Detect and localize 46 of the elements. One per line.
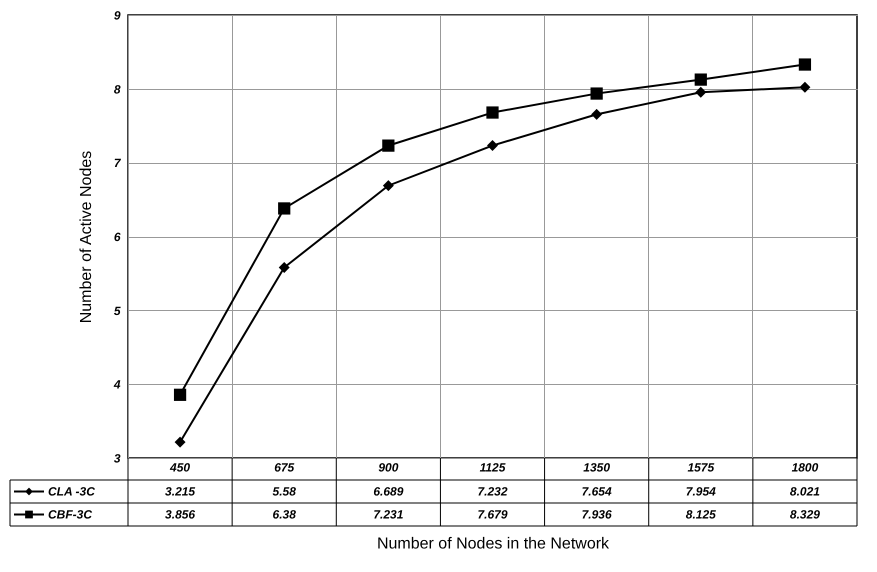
point (174, 436, 186, 448)
x-tick-label: 450 (169, 460, 190, 474)
point (799, 82, 810, 93)
point (591, 108, 602, 120)
x-tick-label: 675 (274, 460, 295, 474)
y-tick-label: 7 (114, 156, 122, 170)
point (174, 388, 186, 401)
x-axis-title: Number of Nodes in the Network (376, 536, 610, 552)
data-label: 8.125 (686, 508, 716, 522)
x-tick-label: 1575 (687, 460, 714, 474)
point (278, 262, 290, 273)
x-tick-label: 1125 (480, 460, 506, 474)
y-tick-label: 9 (114, 8, 121, 22)
legend-label: CBF-3C (48, 508, 92, 522)
y-tick-label: 4 (112, 378, 121, 392)
data-label: 3.215 (165, 484, 196, 498)
x-tick-label: 1350 (583, 460, 610, 474)
y-tick-label: 8 (114, 82, 121, 96)
data-label: 6.38 (272, 508, 296, 522)
y-axis-title: Number of Active Nodes (78, 150, 95, 324)
point (590, 87, 603, 100)
point (486, 106, 499, 119)
point (695, 86, 706, 98)
data-label: 7.954 (686, 484, 716, 498)
point (382, 180, 394, 192)
data-label: 7.232 (477, 484, 508, 498)
point (694, 73, 707, 86)
y-tick-label: 6 (114, 230, 121, 244)
data-label: 3.856 (165, 508, 196, 522)
point (382, 139, 394, 152)
x-tick-label: 1800 (792, 460, 819, 474)
data-label: 7.936 (582, 508, 612, 522)
y-tick-label: 5 (114, 304, 121, 318)
point (487, 140, 498, 152)
data-label: 8.329 (790, 508, 820, 522)
data-label: 7.679 (477, 508, 508, 522)
data-label: 7.231 (373, 508, 404, 522)
x-tick-label: 900 (378, 460, 399, 474)
data-label: 6.689 (373, 484, 404, 498)
legend-label: CLA -3C (48, 484, 96, 498)
data-label: 5.58 (272, 484, 296, 498)
data-label: 7.654 (582, 484, 612, 498)
data-label: 8.021 (790, 484, 820, 498)
point (798, 58, 812, 71)
y-tick-label: 3 (114, 452, 121, 466)
point (278, 202, 290, 215)
